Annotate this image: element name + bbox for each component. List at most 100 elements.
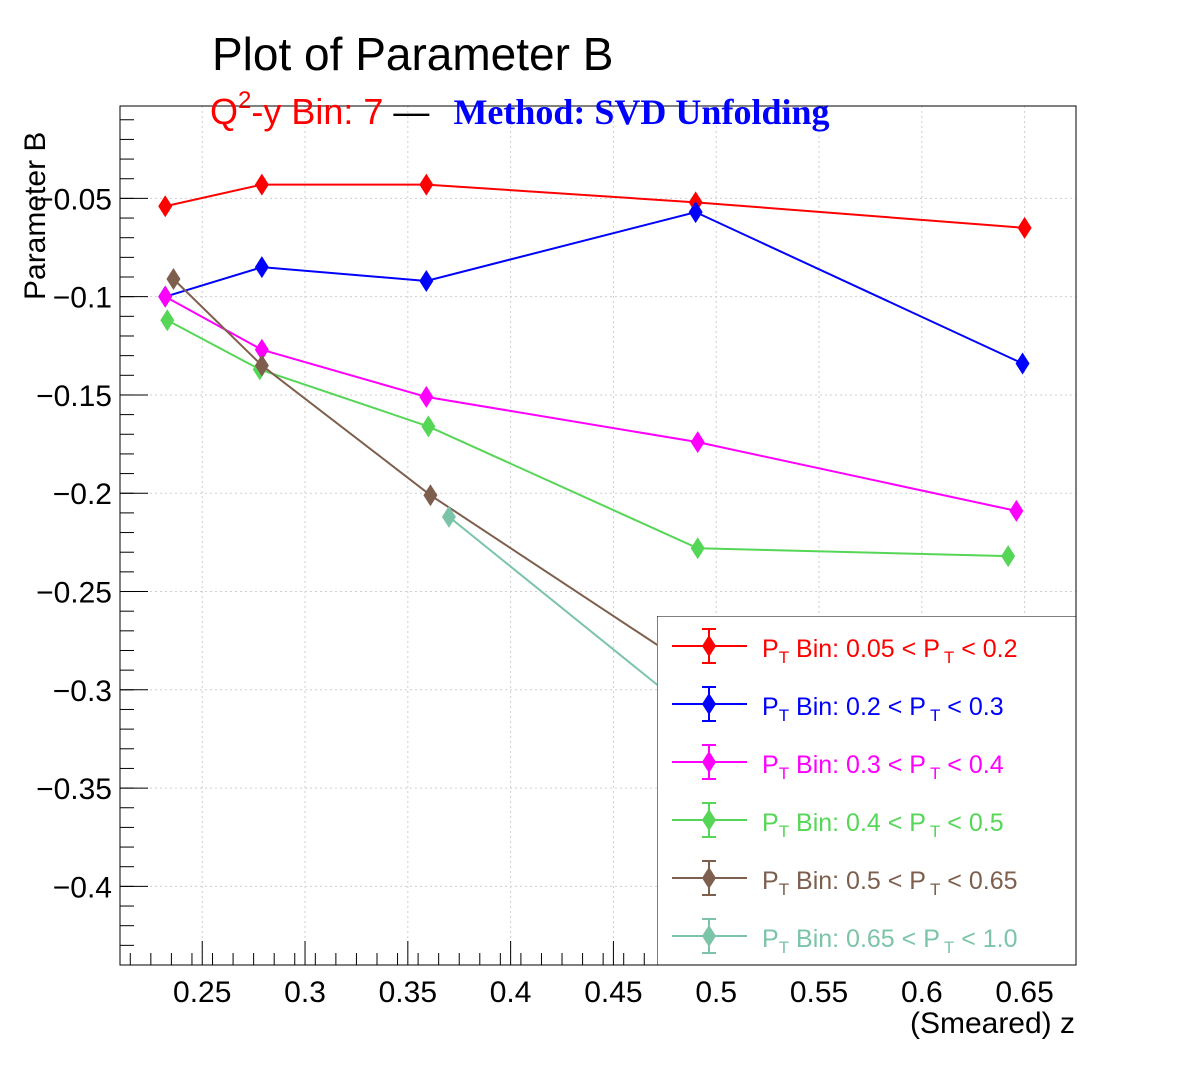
x-axis: 0.25 0.3 0.35 0.4 0.45 0.5 0.55 0.6 0.65 bbox=[173, 941, 1054, 1009]
x-tick-label: 0.65 bbox=[995, 976, 1053, 1009]
legend-marker bbox=[702, 925, 716, 947]
y-tick-label: −0.25 bbox=[36, 577, 112, 610]
subtitle-dash: — bbox=[383, 91, 439, 132]
legend-sub-t: T bbox=[944, 938, 954, 957]
legend-marker bbox=[702, 635, 716, 657]
subtitle-method: Method: SVD Unfolding bbox=[453, 92, 829, 132]
y-tick-label: −0.3 bbox=[53, 675, 112, 708]
legend-mid: Bin: 0.65 < P bbox=[789, 925, 940, 953]
legend-end: < 0.5 bbox=[940, 809, 1003, 837]
data-point bbox=[421, 415, 436, 438]
legend-marker bbox=[702, 809, 716, 831]
legend-p: P bbox=[762, 809, 779, 837]
legend-sub-t: T bbox=[779, 938, 789, 957]
data-point bbox=[688, 201, 703, 224]
legend-end: < 1.0 bbox=[954, 925, 1017, 953]
legend-end: < 0.65 bbox=[940, 867, 1017, 895]
series-line bbox=[164, 295, 1017, 512]
x-tick-label: 0.5 bbox=[695, 976, 737, 1009]
legend-sub-t: T bbox=[930, 706, 940, 725]
subtitle-q: Q bbox=[210, 91, 238, 132]
legend-sub-t: T bbox=[930, 764, 940, 783]
plot-frame bbox=[119, 105, 1077, 966]
x-tick-label: 0.6 bbox=[901, 976, 943, 1009]
y-tick-label: −0.1 bbox=[53, 282, 112, 315]
y-axis: −0.05 −0.1 −0.15 −0.2 −0.25 −0.3 −0.35 −0.4 bbox=[36, 183, 148, 904]
legend-mid: Bin: 0.2 < P bbox=[789, 693, 926, 721]
data-point bbox=[158, 285, 173, 308]
x-tick-label: 0.3 bbox=[284, 976, 326, 1009]
y-axis-title: Parameter B bbox=[19, 132, 52, 300]
legend-p: P bbox=[762, 693, 779, 721]
series-2 bbox=[158, 201, 1030, 375]
data-point bbox=[690, 537, 705, 560]
data-point bbox=[441, 505, 456, 528]
data-point bbox=[419, 173, 434, 196]
legend-end: < 0.2 bbox=[954, 635, 1017, 663]
legend-p: P bbox=[762, 635, 779, 663]
legend-end: < 0.4 bbox=[940, 751, 1003, 779]
data-point bbox=[1001, 545, 1016, 568]
data-point bbox=[254, 173, 269, 196]
data-point bbox=[1009, 499, 1024, 522]
x-tick-label: 0.4 bbox=[490, 976, 532, 1009]
legend-marker bbox=[702, 751, 716, 773]
subtitle-bin: -y Bin: 7 bbox=[251, 91, 383, 132]
y-tick-label: −0.05 bbox=[36, 183, 112, 216]
data-point bbox=[690, 431, 705, 454]
y-tick-label: −0.2 bbox=[53, 478, 112, 511]
data-point bbox=[158, 195, 173, 218]
legend-box bbox=[657, 616, 1076, 965]
legend-p: P bbox=[762, 751, 779, 779]
legend-sub-t: T bbox=[779, 706, 789, 725]
y-tick-label: −0.4 bbox=[53, 871, 112, 904]
legend-sub-t: T bbox=[779, 764, 789, 783]
legend-sub-t: T bbox=[944, 648, 954, 667]
legend-sub-t: T bbox=[779, 648, 789, 667]
legend-sub-t: T bbox=[930, 880, 940, 899]
data-point bbox=[419, 269, 434, 292]
data-point bbox=[254, 338, 269, 361]
legend-mid: Bin: 0.4 < P bbox=[789, 809, 926, 837]
data-point bbox=[166, 267, 181, 290]
legend-sub-t: T bbox=[779, 822, 789, 841]
x-tick-label: 0.25 bbox=[173, 976, 231, 1009]
y-tick-label: −0.15 bbox=[36, 380, 112, 413]
legend-mid: Bin: 0.05 < P bbox=[789, 635, 940, 663]
x-tick-label: 0.45 bbox=[584, 976, 642, 1009]
series-1 bbox=[158, 173, 1032, 239]
legend-p: P bbox=[762, 925, 779, 953]
legend-p: P bbox=[762, 867, 779, 895]
legend-marker bbox=[702, 867, 716, 889]
legend-end: < 0.3 bbox=[940, 693, 1003, 721]
legend-sub-t: T bbox=[930, 822, 940, 841]
series-line bbox=[165, 183, 1025, 229]
series-line bbox=[166, 319, 1009, 558]
chart-subtitle: Q2-y Bin: 7 — Method: SVD Unfolding bbox=[210, 87, 830, 132]
y-tick-label: −0.35 bbox=[36, 773, 112, 806]
series-line bbox=[164, 211, 1023, 365]
subtitle-q-superscript: 2 bbox=[238, 87, 251, 114]
x-axis-title: (Smeared) z bbox=[910, 1007, 1075, 1040]
chart-title: Plot of Parameter B bbox=[212, 28, 613, 80]
legend-mid: Bin: 0.3 < P bbox=[789, 751, 926, 779]
data-point bbox=[419, 385, 434, 408]
x-tick-label: 0.35 bbox=[379, 976, 437, 1009]
data-point bbox=[254, 256, 269, 279]
legend-mid: Bin: 0.5 < P bbox=[789, 867, 926, 895]
data-point bbox=[1015, 352, 1030, 375]
